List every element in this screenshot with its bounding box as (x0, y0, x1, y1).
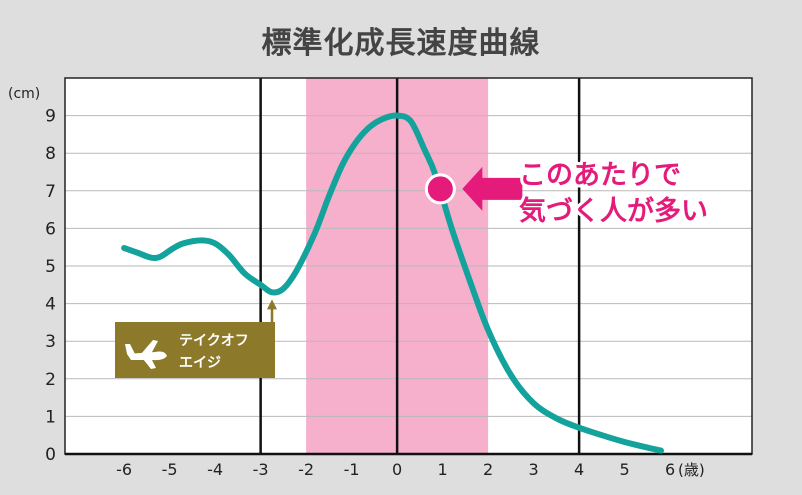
callout-arrow (462, 166, 523, 211)
x-tick-label-1: 1 (438, 460, 448, 479)
x-tick-label-m3: -3 (253, 460, 269, 479)
callout-text-line-2: 気づく人が多い (519, 195, 708, 227)
growth-curve-series-0 (121, 112, 664, 454)
y-tick-label-8: 8 (45, 144, 56, 164)
x-tick-label-m6: -6 (116, 460, 132, 479)
airplane-wing-lower (143, 358, 156, 369)
y-axis-unit: (cm) (8, 86, 40, 102)
airplane-tail (125, 344, 135, 354)
y-tick-label-2: 2 (45, 370, 56, 390)
y-tick-label-0: 0 (45, 445, 56, 465)
airplane-icon (125, 340, 167, 369)
y-tick-label-1: 1 (45, 407, 56, 427)
takeoff-label-line-1: テイクオフ (179, 333, 249, 349)
x-axis-unit: (歳) (678, 461, 705, 479)
x-tick-label-m4: -4 (207, 460, 223, 479)
x-tick-label-0: 0 (392, 460, 402, 479)
y-tick-label-3: 3 (45, 332, 56, 352)
airplane-wing-upper (141, 340, 158, 354)
airplane-fuselage (127, 351, 167, 361)
x-tick-label-5: 5 (620, 460, 630, 479)
x-tick-label-4: 4 (574, 460, 584, 479)
x-tick-label-6: 6 (665, 460, 675, 479)
takeoff-label-line-2: エイジ (179, 355, 221, 371)
y-tick-label-7: 7 (45, 182, 56, 202)
y-tick-label-6: 6 (45, 219, 56, 239)
highlight-marker-dot (424, 173, 456, 205)
x-tick-label-3: 3 (529, 460, 539, 479)
callout-text-halo-1: このあたりで (519, 160, 681, 191)
chart-title: 標準化成長速度曲線 (261, 26, 541, 61)
x-tick-label-m1: -1 (344, 460, 360, 479)
x-tick-label-m2: -2 (298, 460, 314, 479)
x-tick-label-2: 2 (483, 460, 493, 479)
callout-text-line-1: このあたりで (519, 160, 681, 191)
callout-text-halo-2: 気づく人が多い (519, 195, 708, 227)
x-tick-label-m5: -5 (162, 460, 178, 479)
y-tick-label-4: 4 (45, 295, 56, 315)
takeoff-pointer-arrowhead (267, 299, 278, 310)
takeoff-label-box (115, 322, 275, 378)
y-tick-label-5: 5 (45, 257, 56, 277)
y-tick-label-9: 9 (45, 107, 56, 127)
